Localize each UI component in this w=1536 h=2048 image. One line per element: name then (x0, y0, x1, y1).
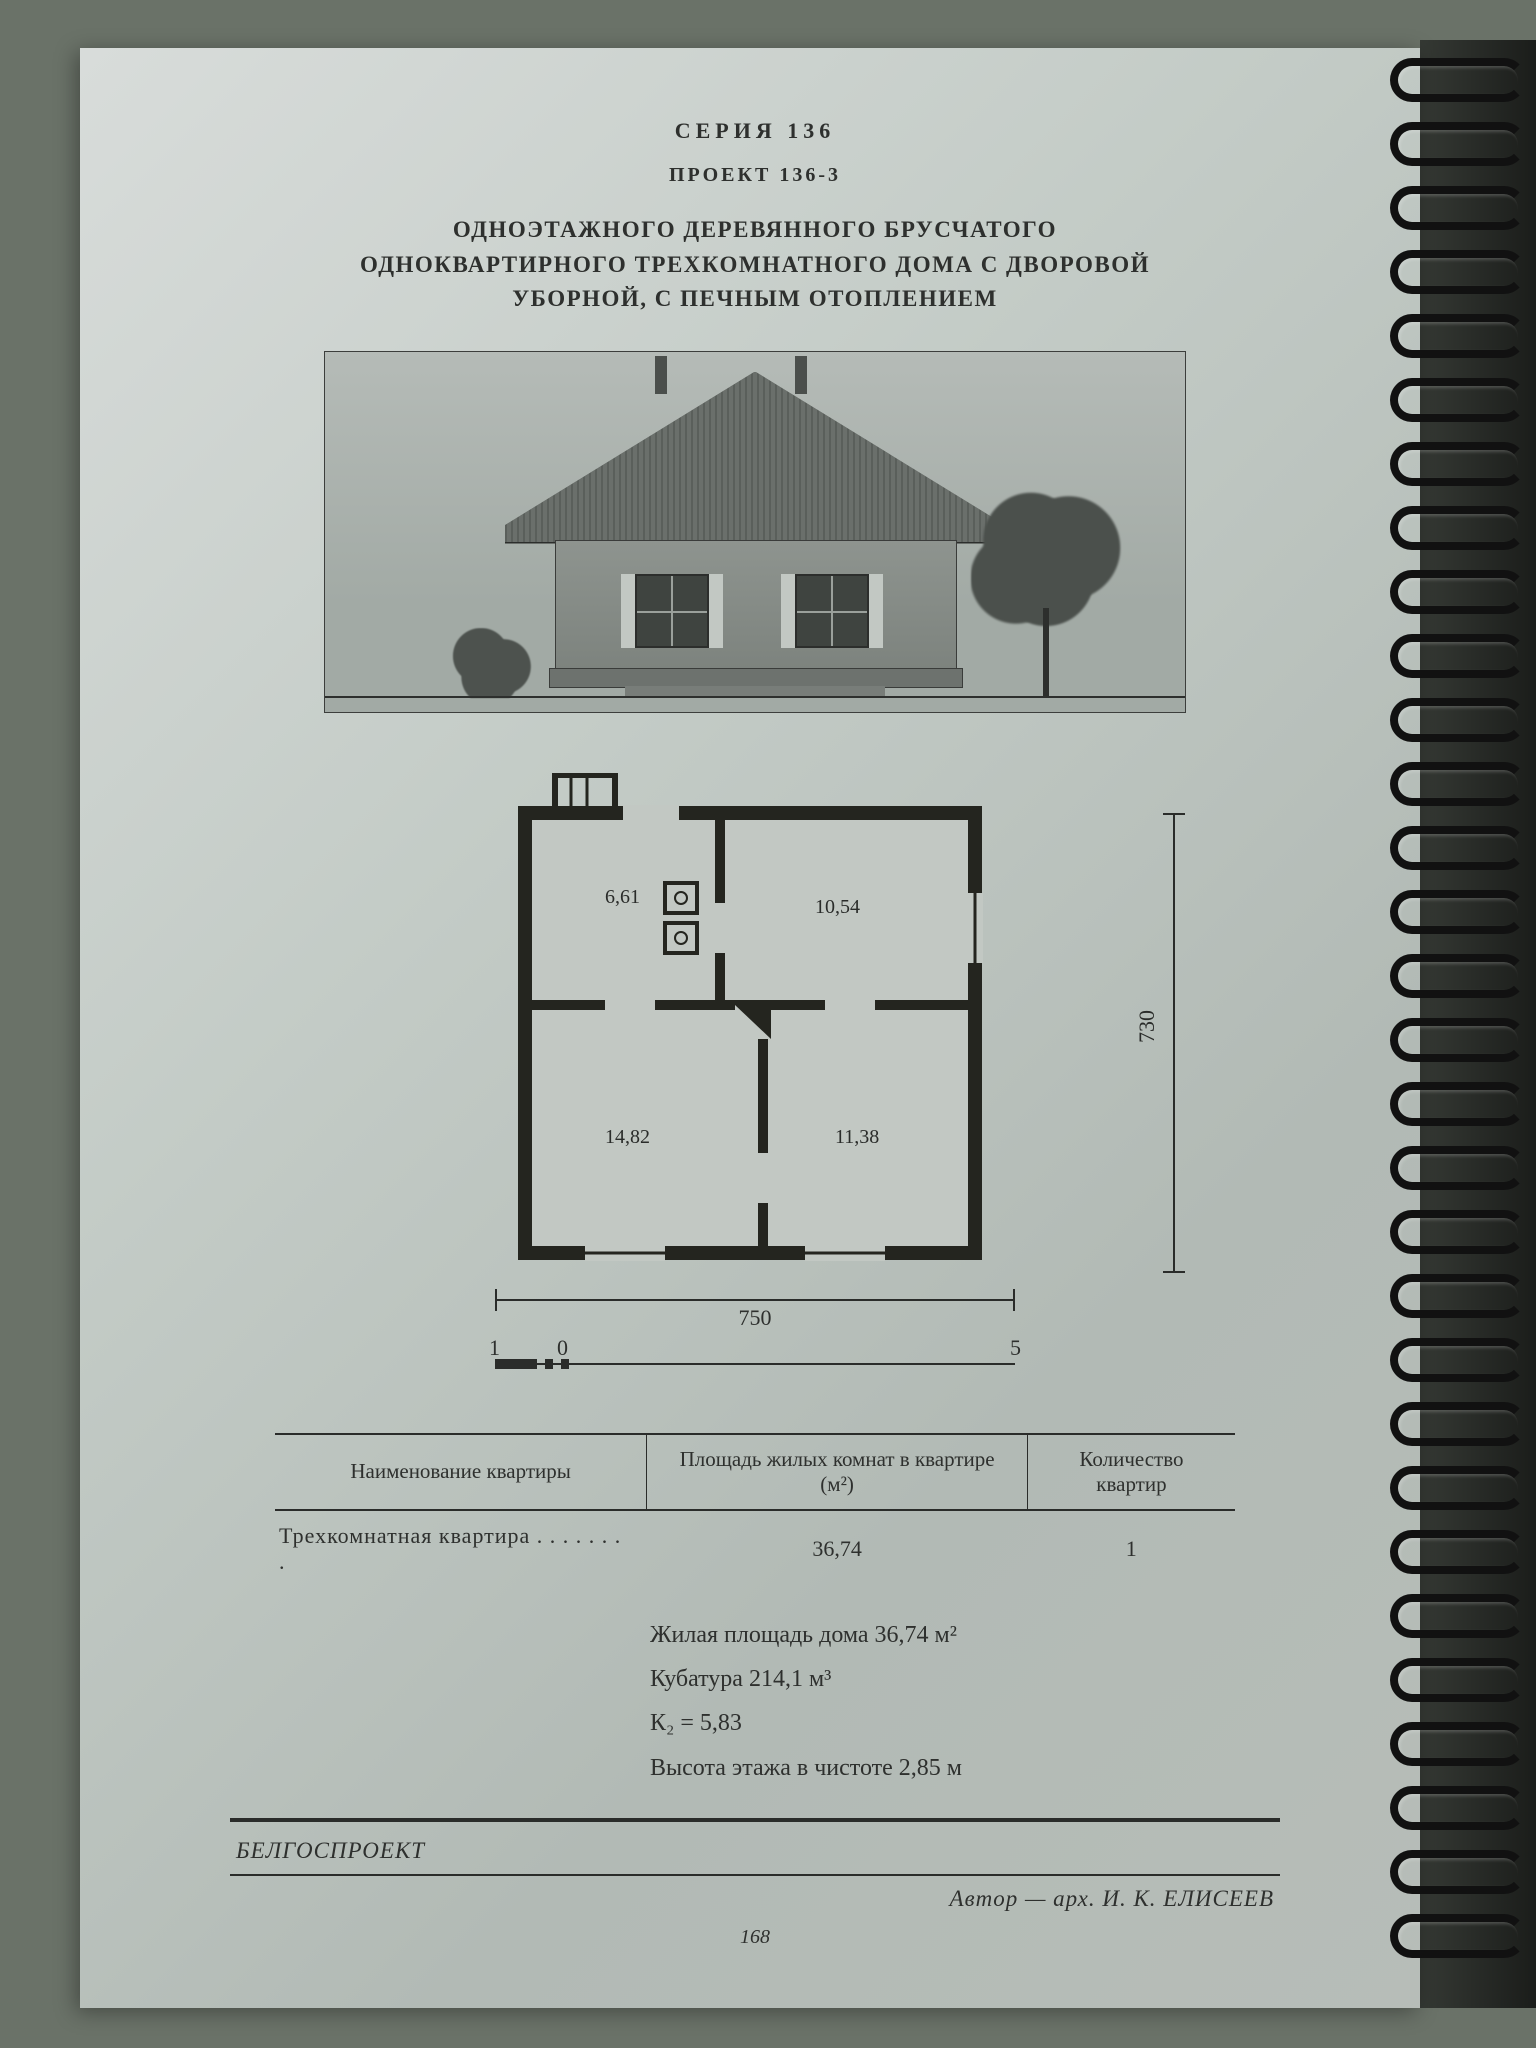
house-elevation-drawing (324, 351, 1186, 713)
floor-plan: 6,61 10,54 14,82 11,38 730 750 (375, 773, 1135, 1383)
bush-icon (445, 628, 535, 698)
page-number: 168 (230, 1926, 1280, 1949)
table-header: Площадь жилых комнат в квартире (м²) (647, 1434, 1028, 1510)
series-label: СЕРИЯ 136 (230, 118, 1280, 144)
room-area-label: 10,54 (815, 896, 860, 918)
stat-living-area: Жилая площадь дома 36,74 м² (650, 1613, 1250, 1657)
title-line-1: ОДНОЭТАЖНОГО ДЕРЕВЯННОГО БРУСЧАТОГО (305, 213, 1205, 248)
title-line-3: УБОРНОЙ, С ПЕЧНЫМ ОТОПЛЕНИЕМ (305, 282, 1205, 317)
building-stats: Жилая площадь дома 36,74 м² Кубатура 214… (650, 1613, 1250, 1791)
apartment-table: Наименование квартиры Площадь жилых комн… (275, 1433, 1235, 1587)
tree-icon (971, 488, 1121, 698)
chimney-icon (795, 356, 807, 394)
chimney-icon (655, 356, 667, 394)
divider (230, 1874, 1280, 1876)
spiral-binding (1420, 40, 1536, 2008)
room-area-label: 14,82 (605, 1126, 650, 1148)
house-wall (555, 540, 957, 670)
divider (230, 1818, 1280, 1822)
scale-bar: 1 0 5 (475, 1339, 1035, 1383)
table-header: Наименование квартиры (275, 1434, 647, 1510)
author-label: Автор — арх. И. К. ЕЛИСЕЕВ (950, 1886, 1274, 1912)
page-title: ОДНОЭТАЖНОГО ДЕРЕВЯННОГО БРУСЧАТОГО ОДНО… (305, 213, 1205, 317)
apartment-name: Трехкомнатная квартира . . . . . . . . (275, 1510, 647, 1587)
window-icon (635, 574, 709, 648)
apartment-area: 36,74 (647, 1510, 1028, 1587)
room-area-label: 11,38 (835, 1126, 879, 1148)
stat-floor-height: Высота этажа в чистоте 2,85 м (650, 1746, 1250, 1790)
project-label: ПРОЕКТ 136-3 (230, 164, 1280, 187)
table-header: Количество квартир (1027, 1434, 1235, 1510)
window-icon (795, 574, 869, 648)
table-row: Трехкомнатная квартира . . . . . . . . 3… (275, 1510, 1235, 1587)
room-area-label: 6,61 (605, 886, 640, 908)
stat-volume: Кубатура 214,1 м³ (650, 1657, 1250, 1701)
stat-k2: К₂ = 5,83 (650, 1701, 1250, 1745)
document-page: СЕРИЯ 136 ПРОЕКТ 136-3 ОДНОЭТАЖНОГО ДЕРЕ… (80, 48, 1420, 2008)
dimension-horizontal: 750 (475, 1291, 1035, 1331)
dimension-vertical: 730 (1145, 813, 1205, 1273)
apartment-count: 1 (1027, 1510, 1235, 1587)
organization-label: БЕЛГОСПРОЕКТ (236, 1838, 425, 1864)
title-line-2: ОДНОКВАРТИРНОГО ТРЕХКОМНАТНОГО ДОМА С ДВ… (305, 248, 1205, 283)
